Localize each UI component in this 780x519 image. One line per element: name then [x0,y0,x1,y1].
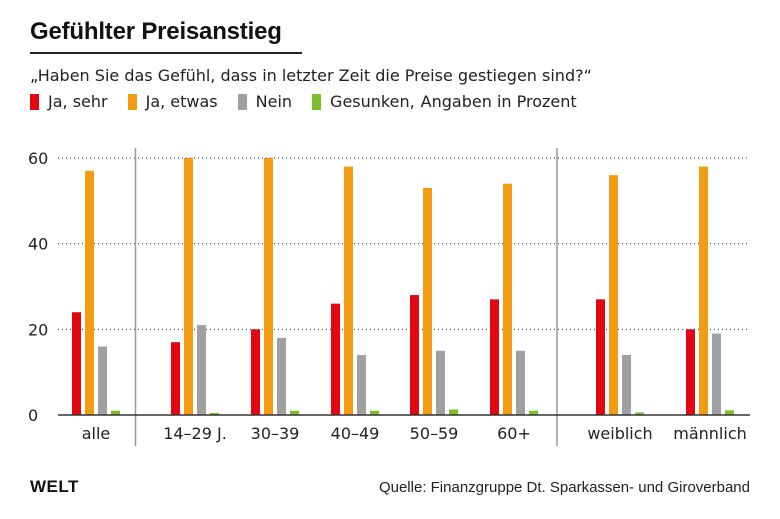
bar [357,355,366,415]
x-tick-label: alle [82,424,111,443]
legend-item-nein: Nein [237,92,293,111]
bar [609,175,618,415]
bar [699,166,708,415]
bar [725,410,734,415]
bar [449,409,458,415]
x-tick-label: 14–29 J. [163,424,227,443]
x-tick-label: 30–39 [251,424,300,443]
bar [516,350,525,415]
bar [712,333,721,415]
legend-item-gesunken: Gesunken, Angaben in Prozent [312,92,577,111]
legend-swatch-ja-etwas [127,93,137,110]
y-tick-label: 40 [28,235,48,254]
bar [290,410,299,415]
x-tick-label: 40–49 [331,424,380,443]
legend-item-ja-etwas: Ja, etwas [127,92,218,111]
x-tick-label: 60+ [497,424,531,443]
chart-title: Gefühlter Preisanstieg [30,18,282,45]
x-tick-label: weiblich [587,424,652,443]
bar [184,158,193,415]
legend-label-gesunken: Gesunken, [330,92,415,111]
bar [111,410,120,415]
legend-item-ja-sehr: Ja, sehr [30,92,108,111]
bar [251,329,260,415]
y-tick-label: 20 [28,320,48,339]
bar [98,346,107,415]
legend-label-nein: Nein [255,92,293,111]
bar [622,355,631,415]
bar [264,158,273,415]
bar [85,170,94,415]
bar [171,342,180,415]
legend-swatch-nein [237,93,247,110]
bar [686,329,695,415]
bar [410,295,419,415]
title-underline [30,52,302,54]
chart-subtitle: „Haben Sie das Gefühl, dass in letzter Z… [30,66,592,85]
legend-label-ja-etwas: Ja, etwas [145,92,218,111]
bar [596,299,605,415]
legend-label-ja-sehr: Ja, sehr [48,92,108,111]
bar [331,303,340,415]
brand-logo: WELT [30,477,79,496]
bar [423,187,432,415]
bar [529,410,538,415]
bar [503,183,512,415]
y-tick-label: 0 [28,406,38,425]
source-note: Quelle: Finanzgruppe Dt. Sparkassen- und… [378,479,750,496]
legend: Ja, sehr Ja, etwas Nein Gesunken, Angabe… [30,92,597,111]
y-tick-label: 60 [28,149,48,168]
bar [210,412,219,415]
bar [197,325,206,415]
bar [490,299,499,415]
x-tick-label: 50–59 [410,424,459,443]
bar [436,350,445,415]
bar [72,312,81,415]
bar [277,337,286,415]
bar [370,410,379,415]
bar [344,166,353,415]
legend-swatch-ja-sehr [30,93,39,110]
bar [635,412,644,415]
x-tick-label: männlich [673,424,747,443]
legend-swatch-gesunken [312,93,322,110]
legend-note: Angaben in Prozent [420,92,577,111]
